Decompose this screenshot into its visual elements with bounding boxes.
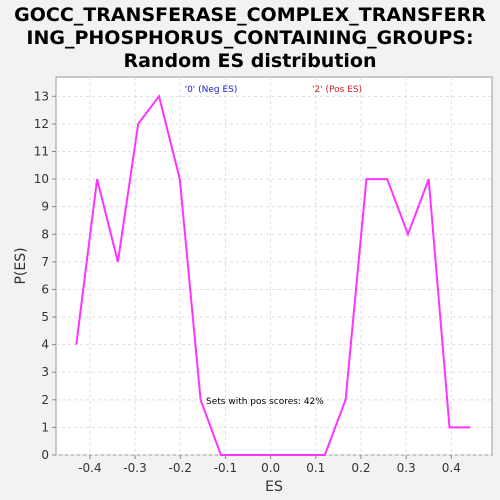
y-tick-label: 0 (41, 448, 49, 462)
y-tick-label: 8 (41, 227, 49, 241)
y-tick-label: 1 (41, 420, 49, 434)
x-tick-label: -0.3 (123, 461, 146, 475)
y-tick-label: 13 (34, 89, 49, 103)
plot-area (55, 76, 493, 456)
x-tick-label: -0.1 (214, 461, 237, 475)
pos-score-annotation: Sets with pos scores: 42% (206, 397, 324, 407)
y-tick-label: 11 (34, 144, 49, 158)
y-tick-label: 4 (41, 338, 49, 352)
x-tick-label: 0.4 (442, 461, 461, 475)
y-tick-label: 9 (41, 200, 49, 214)
x-tick-label: 0.2 (351, 461, 370, 475)
y-tick-label: 10 (34, 172, 49, 186)
y-tick-label: 12 (34, 117, 49, 131)
legend-item-pos: '2' (Pos ES) (312, 85, 362, 95)
x-tick-label: 0.0 (261, 461, 280, 475)
y-axis-label: P(ES) (13, 247, 29, 284)
y-tick-label: 2 (41, 393, 49, 407)
x-tick-label: 0.1 (306, 461, 325, 475)
chart-title-line-3: Random ES distribution (123, 50, 377, 72)
series-line (75, 94, 471, 456)
x-axis-label: ES (265, 479, 283, 495)
x-tick-label: 0.3 (397, 461, 416, 475)
legend-item-neg: '0' (Neg ES) (185, 85, 238, 95)
y-tick-label: 3 (41, 365, 49, 379)
x-tick-label: -0.4 (78, 461, 101, 475)
y-tick-label: 6 (41, 282, 49, 296)
chart-title-line-1: GOCC_TRANSFERASE_COMPLEX_TRANSFERR (14, 4, 486, 26)
y-tick-label: 7 (41, 255, 49, 269)
x-tick-label: -0.2 (169, 461, 192, 475)
y-tick-label: 5 (41, 310, 49, 324)
chart-title-line-2: ING_PHOSPHORUS_CONTAINING_GROUPS: (26, 27, 474, 49)
